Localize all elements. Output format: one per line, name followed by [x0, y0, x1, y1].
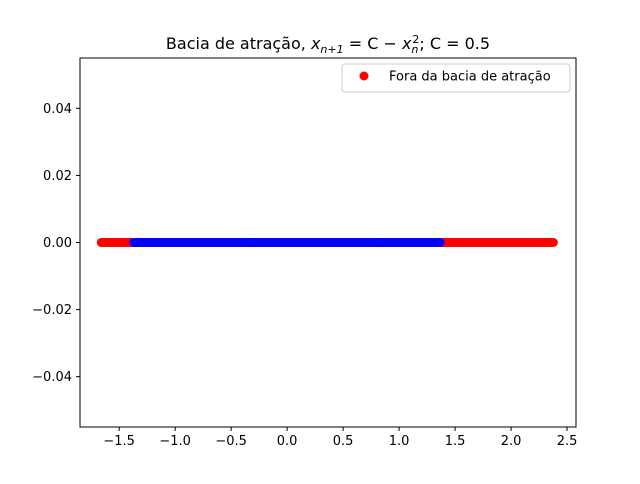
legend-label: Fora da bacia de atração — [389, 70, 551, 85]
y-tick-label: 0.02 — [43, 169, 72, 184]
legend-marker — [359, 71, 369, 81]
x-tick-label: 2.0 — [501, 434, 522, 449]
legend-frame — [341, 63, 571, 93]
x-tick-label: 2.5 — [557, 434, 578, 449]
data-point — [548, 238, 558, 247]
x-tick-label: −0.5 — [215, 434, 247, 449]
x-tick-label: −1.5 — [103, 434, 135, 449]
x-tick-label: 1.0 — [389, 434, 410, 449]
y-tick-label: 0.00 — [43, 236, 72, 251]
y-tick-label: 0.04 — [43, 102, 72, 117]
chart-title: Bacia de atração, xn+1 = C − xn2; C = 0.… — [166, 33, 490, 56]
y-tick-label: −0.04 — [32, 370, 72, 385]
legend: Fora da bacia de atração — [341, 63, 571, 93]
x-tick-label: 0.0 — [277, 434, 298, 449]
x-tick-label: 0.5 — [333, 434, 354, 449]
axes: −1.5 −1.0 −0.5 0.0 0.5 1.0 1.5 2.0 2.5 −0.04 −0.02… — [32, 57, 578, 449]
y-tick-label: −0.02 — [32, 303, 72, 318]
x-tick-label: −1.0 — [159, 434, 191, 449]
x-tick-label: 1.5 — [445, 434, 466, 449]
data-point — [435, 238, 445, 247]
data-marks — [96, 238, 558, 247]
